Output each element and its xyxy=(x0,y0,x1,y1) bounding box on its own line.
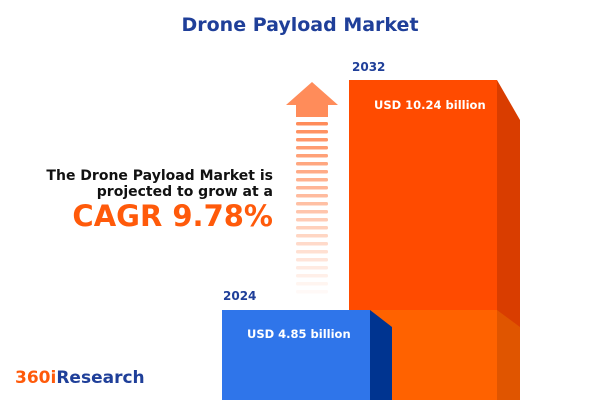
arrow-stripe xyxy=(296,154,328,158)
arrow-stripe xyxy=(296,210,328,214)
bar-2024 xyxy=(222,310,370,400)
arrow-stripe xyxy=(296,218,328,222)
arrow-stripe xyxy=(296,130,328,134)
data-label-2032: USD 10.24 billion xyxy=(374,98,486,112)
lead-text-line2: projected to grow at a xyxy=(96,184,273,200)
arrow-stripe xyxy=(296,202,328,206)
data-label-2024: USD 4.85 billion xyxy=(247,327,351,341)
arrow-stripe xyxy=(296,290,328,294)
growth-arrow-icon xyxy=(286,82,338,294)
arrow-stripe xyxy=(296,250,328,254)
cagr-value: CAGR 9.78% xyxy=(72,199,273,233)
arrow-stripe xyxy=(296,266,328,270)
arrow-stripe xyxy=(296,146,328,150)
arrow-stripe xyxy=(296,234,328,238)
arrow-stripe xyxy=(296,162,328,166)
arrow-stripe xyxy=(296,282,328,286)
arrow-stripe xyxy=(296,178,328,182)
arrow-stripe xyxy=(296,274,328,278)
bar-2024-side xyxy=(370,310,392,400)
arrow-stripe xyxy=(296,170,328,174)
arrow-stripe xyxy=(296,194,328,198)
arrow-stripe xyxy=(296,242,328,246)
arrow-stripe xyxy=(296,226,328,230)
year-label-2032: 2032 xyxy=(352,60,386,74)
lead-text-line1: The Drone Payload Market is xyxy=(46,168,273,184)
arrow-stripe xyxy=(296,258,328,262)
year-label-2024: 2024 xyxy=(223,289,257,303)
arrow-stripe xyxy=(296,138,328,142)
logo: 360iResearch xyxy=(15,368,145,388)
arrow-stripe xyxy=(296,122,328,126)
page-title: Drone Payload Market xyxy=(181,14,419,36)
bar-2032-lower-side xyxy=(497,310,520,400)
arrow-stripe xyxy=(296,186,328,190)
arrow-head xyxy=(286,82,338,117)
